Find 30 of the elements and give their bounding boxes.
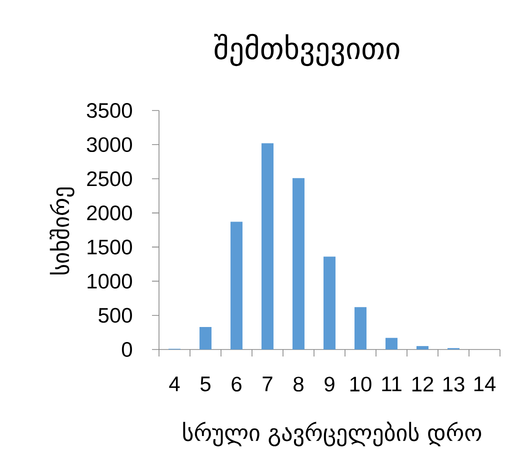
x-tick-label: 6: [232, 376, 242, 392]
x-tick-label: 14: [474, 376, 496, 392]
x-tick-label: 11: [382, 376, 402, 392]
y-tick-label: 0: [122, 342, 132, 357]
bar: [262, 143, 274, 350]
y-tick-label: 3500: [86, 103, 132, 118]
x-tick-label: 7: [262, 376, 272, 392]
x-tick-label: 4: [169, 376, 180, 392]
y-tick-label: 2000: [87, 205, 132, 220]
x-tick-label: 12: [412, 376, 434, 392]
bar: [386, 338, 398, 350]
y-tick-label: 1000: [88, 274, 132, 289]
y-tick-label: 500: [98, 308, 132, 323]
bar: [200, 326, 212, 350]
x-tick-label: 9: [324, 376, 334, 392]
x-tick-label: 10: [350, 376, 372, 392]
y-axis-title: სიხშირე: [50, 187, 74, 274]
x-axis-title: სრული გავრცელების დრო: [183, 422, 482, 446]
chart-title: შემთხვევითი: [214, 34, 400, 66]
bar: [354, 307, 367, 350]
y-tick-label: 3000: [86, 137, 132, 152]
y-tick-label: 1500: [88, 240, 132, 254]
x-tick-label: 8: [294, 376, 304, 392]
bar: [230, 222, 243, 350]
bar: [324, 256, 336, 350]
y-tick-label: 2500: [87, 171, 132, 186]
x-tick-label: 13: [443, 376, 464, 392]
bar: [416, 346, 429, 350]
x-tick-label: 5: [200, 376, 210, 392]
bar: [292, 178, 305, 350]
